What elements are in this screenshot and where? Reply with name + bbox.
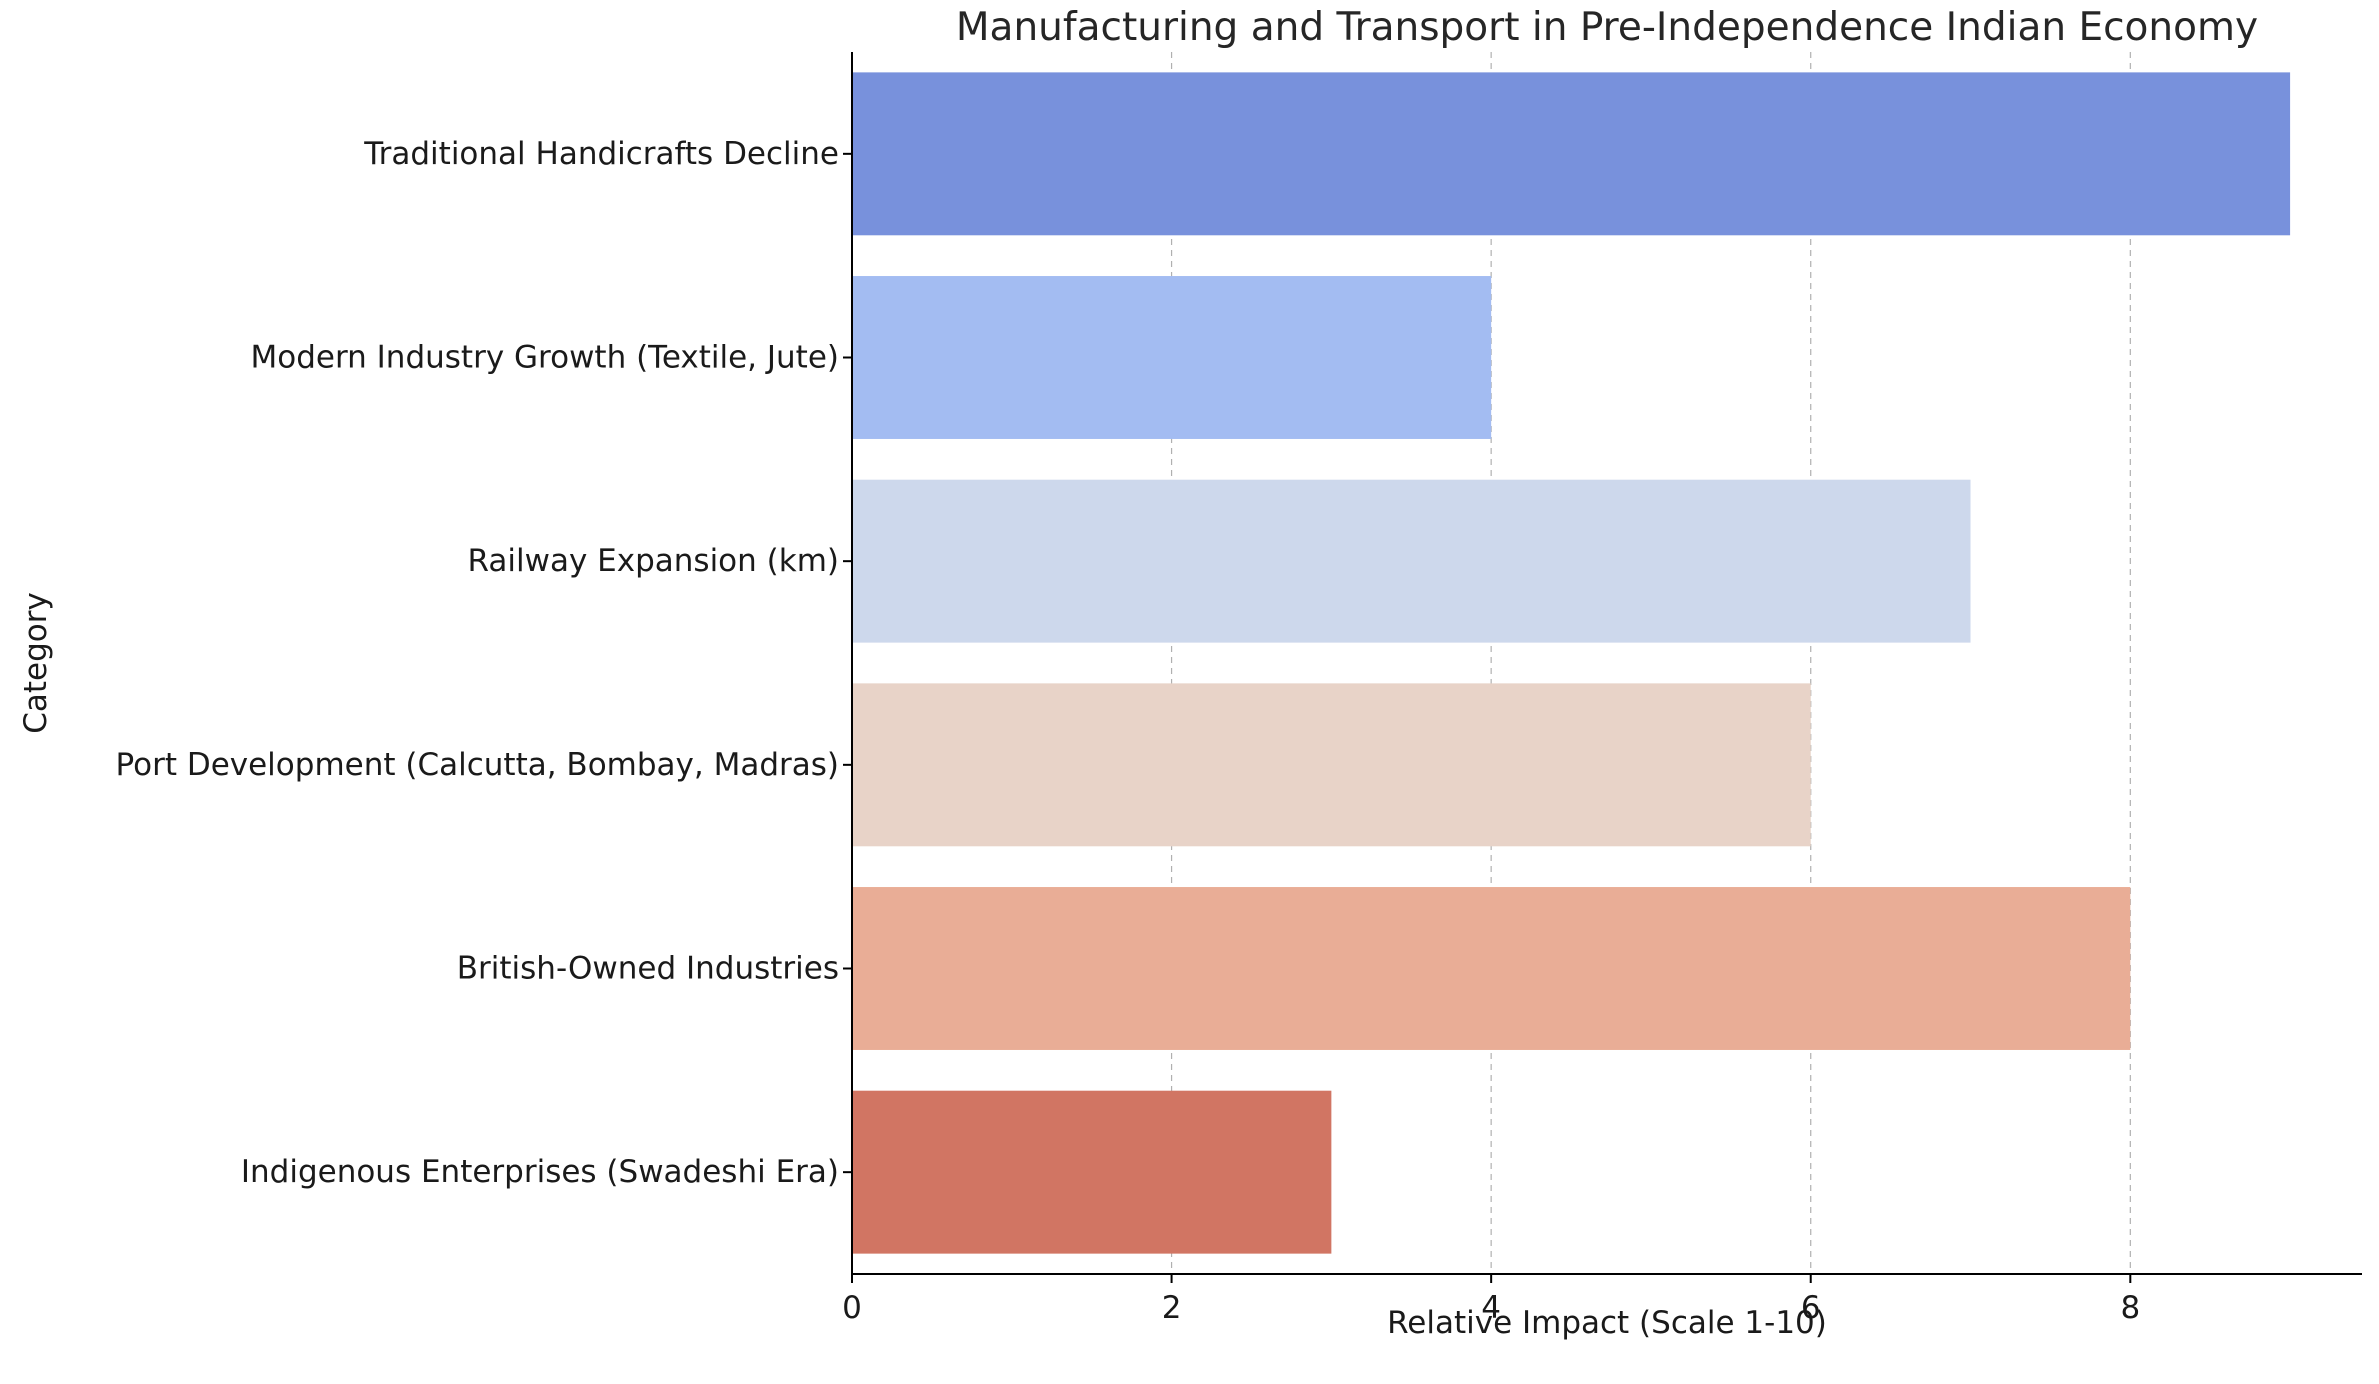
bar [852,72,2291,236]
bars [852,72,2291,1254]
bar [852,1090,1332,1254]
x-tick-label: 4 [1481,1290,1501,1326]
y-tick-label: Railway Expansion (km) [468,543,839,579]
x-tick-label: 2 [1162,1290,1182,1326]
x-axis-label: Relative Impact (Scale 1-10) [1387,1305,1827,1341]
x-tick-label: 0 [842,1290,862,1326]
y-tick-label: Traditional Handicrafts Decline [363,136,839,172]
axes [851,52,2362,1275]
bar [852,479,1971,643]
y-tick-label: Port Development (Calcutta, Bombay, Madr… [116,747,839,783]
y-ticks: Traditional Handicrafts Decline Modern In… [116,136,852,1190]
x-ticks: 0 2 4 6 8 [842,1274,2140,1326]
y-tick-label: Indigenous Enterprises (Swadeshi Era) [241,1154,839,1190]
x-tick-label: 6 [1801,1290,1821,1326]
bar [852,276,1492,439]
bar [852,887,2131,1050]
bar [852,683,1811,847]
x-tick-label: 8 [2120,1290,2140,1326]
y-tick-label: Modern Industry Growth (Textile, Jute) [250,340,839,376]
y-tick-label: British-Owned Industries [457,951,839,987]
y-axis-label: Category [18,592,54,734]
chart-title: Manufacturing and Transport in Pre-Indep… [956,5,2258,50]
